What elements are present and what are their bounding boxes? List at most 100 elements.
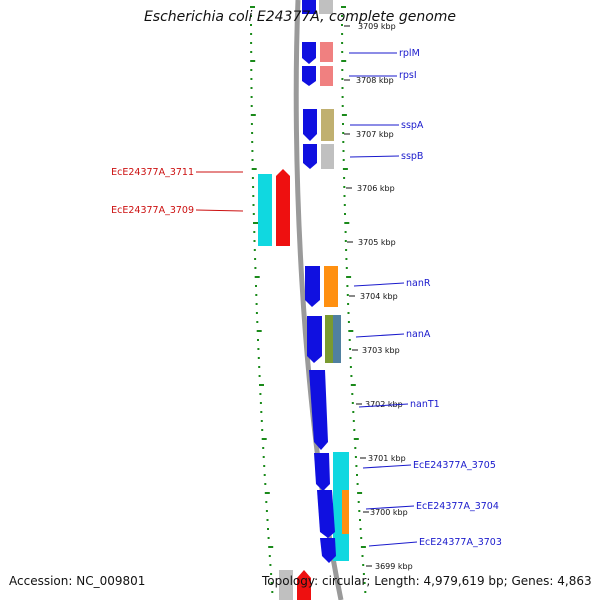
guide-dot bbox=[344, 222, 350, 224]
guide-dot bbox=[347, 312, 350, 314]
tick-label: 3707 kbp bbox=[356, 130, 394, 139]
feature-block bbox=[320, 42, 333, 62]
guide-dot bbox=[356, 483, 359, 485]
cds-arrow-EcE24377A_3704 bbox=[317, 490, 335, 538]
guide-dot bbox=[346, 276, 352, 278]
guide-dot bbox=[364, 591, 367, 593]
feature-block bbox=[321, 144, 334, 169]
guide-dot bbox=[259, 393, 262, 395]
guide-dot bbox=[250, 24, 252, 26]
guide-dot bbox=[349, 348, 352, 350]
guide-dot bbox=[251, 141, 254, 143]
cds-arrow-nanA bbox=[307, 316, 322, 363]
guide-dot bbox=[344, 231, 347, 233]
guide-dot bbox=[250, 42, 253, 44]
guide-dot bbox=[348, 339, 351, 341]
guide-dot bbox=[253, 249, 256, 251]
guide-dot bbox=[252, 195, 255, 197]
feature-block bbox=[325, 315, 333, 363]
guide-dot bbox=[350, 384, 356, 386]
guide-dot bbox=[250, 6, 255, 8]
guide-dot bbox=[342, 168, 348, 170]
tick-label: 3700 kbp bbox=[370, 508, 408, 517]
guide-dot bbox=[263, 474, 266, 476]
guide-dot bbox=[355, 465, 358, 467]
guide-dot bbox=[353, 438, 359, 440]
guide-dot bbox=[354, 456, 357, 458]
guide-dot bbox=[255, 312, 258, 314]
guide-dot bbox=[258, 375, 261, 377]
guide-dot bbox=[341, 69, 344, 71]
guide-dot bbox=[344, 213, 346, 215]
guide-dot bbox=[347, 321, 350, 323]
guide-dot bbox=[250, 15, 252, 17]
leader-lines bbox=[195, 52, 418, 547]
guide-dot bbox=[266, 519, 269, 521]
guide-dot bbox=[254, 267, 257, 269]
cds-arrow-rplM bbox=[302, 42, 316, 64]
gene-label-nanA: nanA bbox=[406, 329, 431, 340]
gene-label-EcE24377A_3711: EcE24377A_3711 bbox=[111, 167, 194, 178]
guide-dot bbox=[250, 123, 253, 125]
guide-dot bbox=[256, 330, 262, 332]
leader-line bbox=[368, 541, 418, 547]
guide-dot bbox=[257, 339, 259, 341]
guide-dot bbox=[250, 114, 256, 116]
leader-line bbox=[362, 464, 412, 469]
gene-label-EcE24377A_3709: EcE24377A_3709 bbox=[111, 205, 194, 216]
guide-dot bbox=[262, 456, 265, 458]
feature-block bbox=[320, 66, 333, 86]
guide-dot bbox=[251, 159, 254, 161]
guide-dot bbox=[341, 15, 343, 17]
guide-dot bbox=[260, 411, 263, 413]
guide-dot bbox=[362, 564, 365, 566]
guide-dot bbox=[255, 285, 257, 287]
guide-dot bbox=[341, 6, 346, 8]
guide-dot bbox=[359, 519, 361, 521]
guide-dot bbox=[251, 150, 254, 152]
tick-label: 3706 kbp bbox=[357, 184, 395, 193]
guide-dot bbox=[341, 51, 344, 53]
guide-dot bbox=[255, 303, 258, 305]
guide-dot bbox=[264, 492, 270, 494]
tick-label: 3702 kbp bbox=[365, 400, 403, 409]
guide-dot bbox=[341, 105, 344, 107]
guide-dot bbox=[341, 33, 344, 35]
leader-line bbox=[353, 282, 405, 287]
guide-dot bbox=[268, 546, 274, 548]
guide-dot bbox=[346, 294, 349, 296]
guide-dot bbox=[350, 375, 353, 377]
tick-label: 3708 kbp bbox=[356, 76, 394, 85]
guide-dot bbox=[346, 285, 349, 287]
guide-dot bbox=[359, 528, 362, 530]
tick-label: 3705 kbp bbox=[358, 238, 396, 247]
guide-dot bbox=[250, 105, 253, 107]
guide-dot bbox=[357, 492, 363, 494]
feature-block bbox=[279, 570, 293, 600]
guide-dot bbox=[271, 591, 274, 593]
guide-dot bbox=[345, 249, 348, 251]
guide-dot bbox=[250, 96, 253, 98]
guide-dot bbox=[250, 51, 253, 53]
guide-dot bbox=[353, 429, 356, 431]
tick-label: 3703 kbp bbox=[362, 346, 400, 355]
gene-label-nanR: nanR bbox=[406, 278, 431, 289]
guide-dot bbox=[345, 258, 348, 260]
accession-label: Accession: NC_009801 bbox=[9, 574, 146, 588]
guide-dot bbox=[264, 483, 267, 485]
feature-block bbox=[333, 315, 341, 363]
guide-dot bbox=[251, 132, 254, 134]
guide-dot bbox=[251, 177, 254, 179]
gene-label-EcE24377A_3704: EcE24377A_3704 bbox=[416, 501, 499, 512]
tick-label: 3704 kbp bbox=[360, 292, 398, 301]
guide-dot bbox=[354, 447, 357, 449]
guide-dot bbox=[253, 231, 256, 233]
leader-line bbox=[355, 333, 405, 338]
feature-block bbox=[342, 490, 349, 534]
guide-dot bbox=[341, 114, 347, 116]
tick-label: 3709 kbp bbox=[358, 22, 396, 31]
guide-dot bbox=[252, 213, 255, 215]
guide-dot bbox=[251, 168, 257, 170]
guide-dot bbox=[259, 384, 264, 386]
